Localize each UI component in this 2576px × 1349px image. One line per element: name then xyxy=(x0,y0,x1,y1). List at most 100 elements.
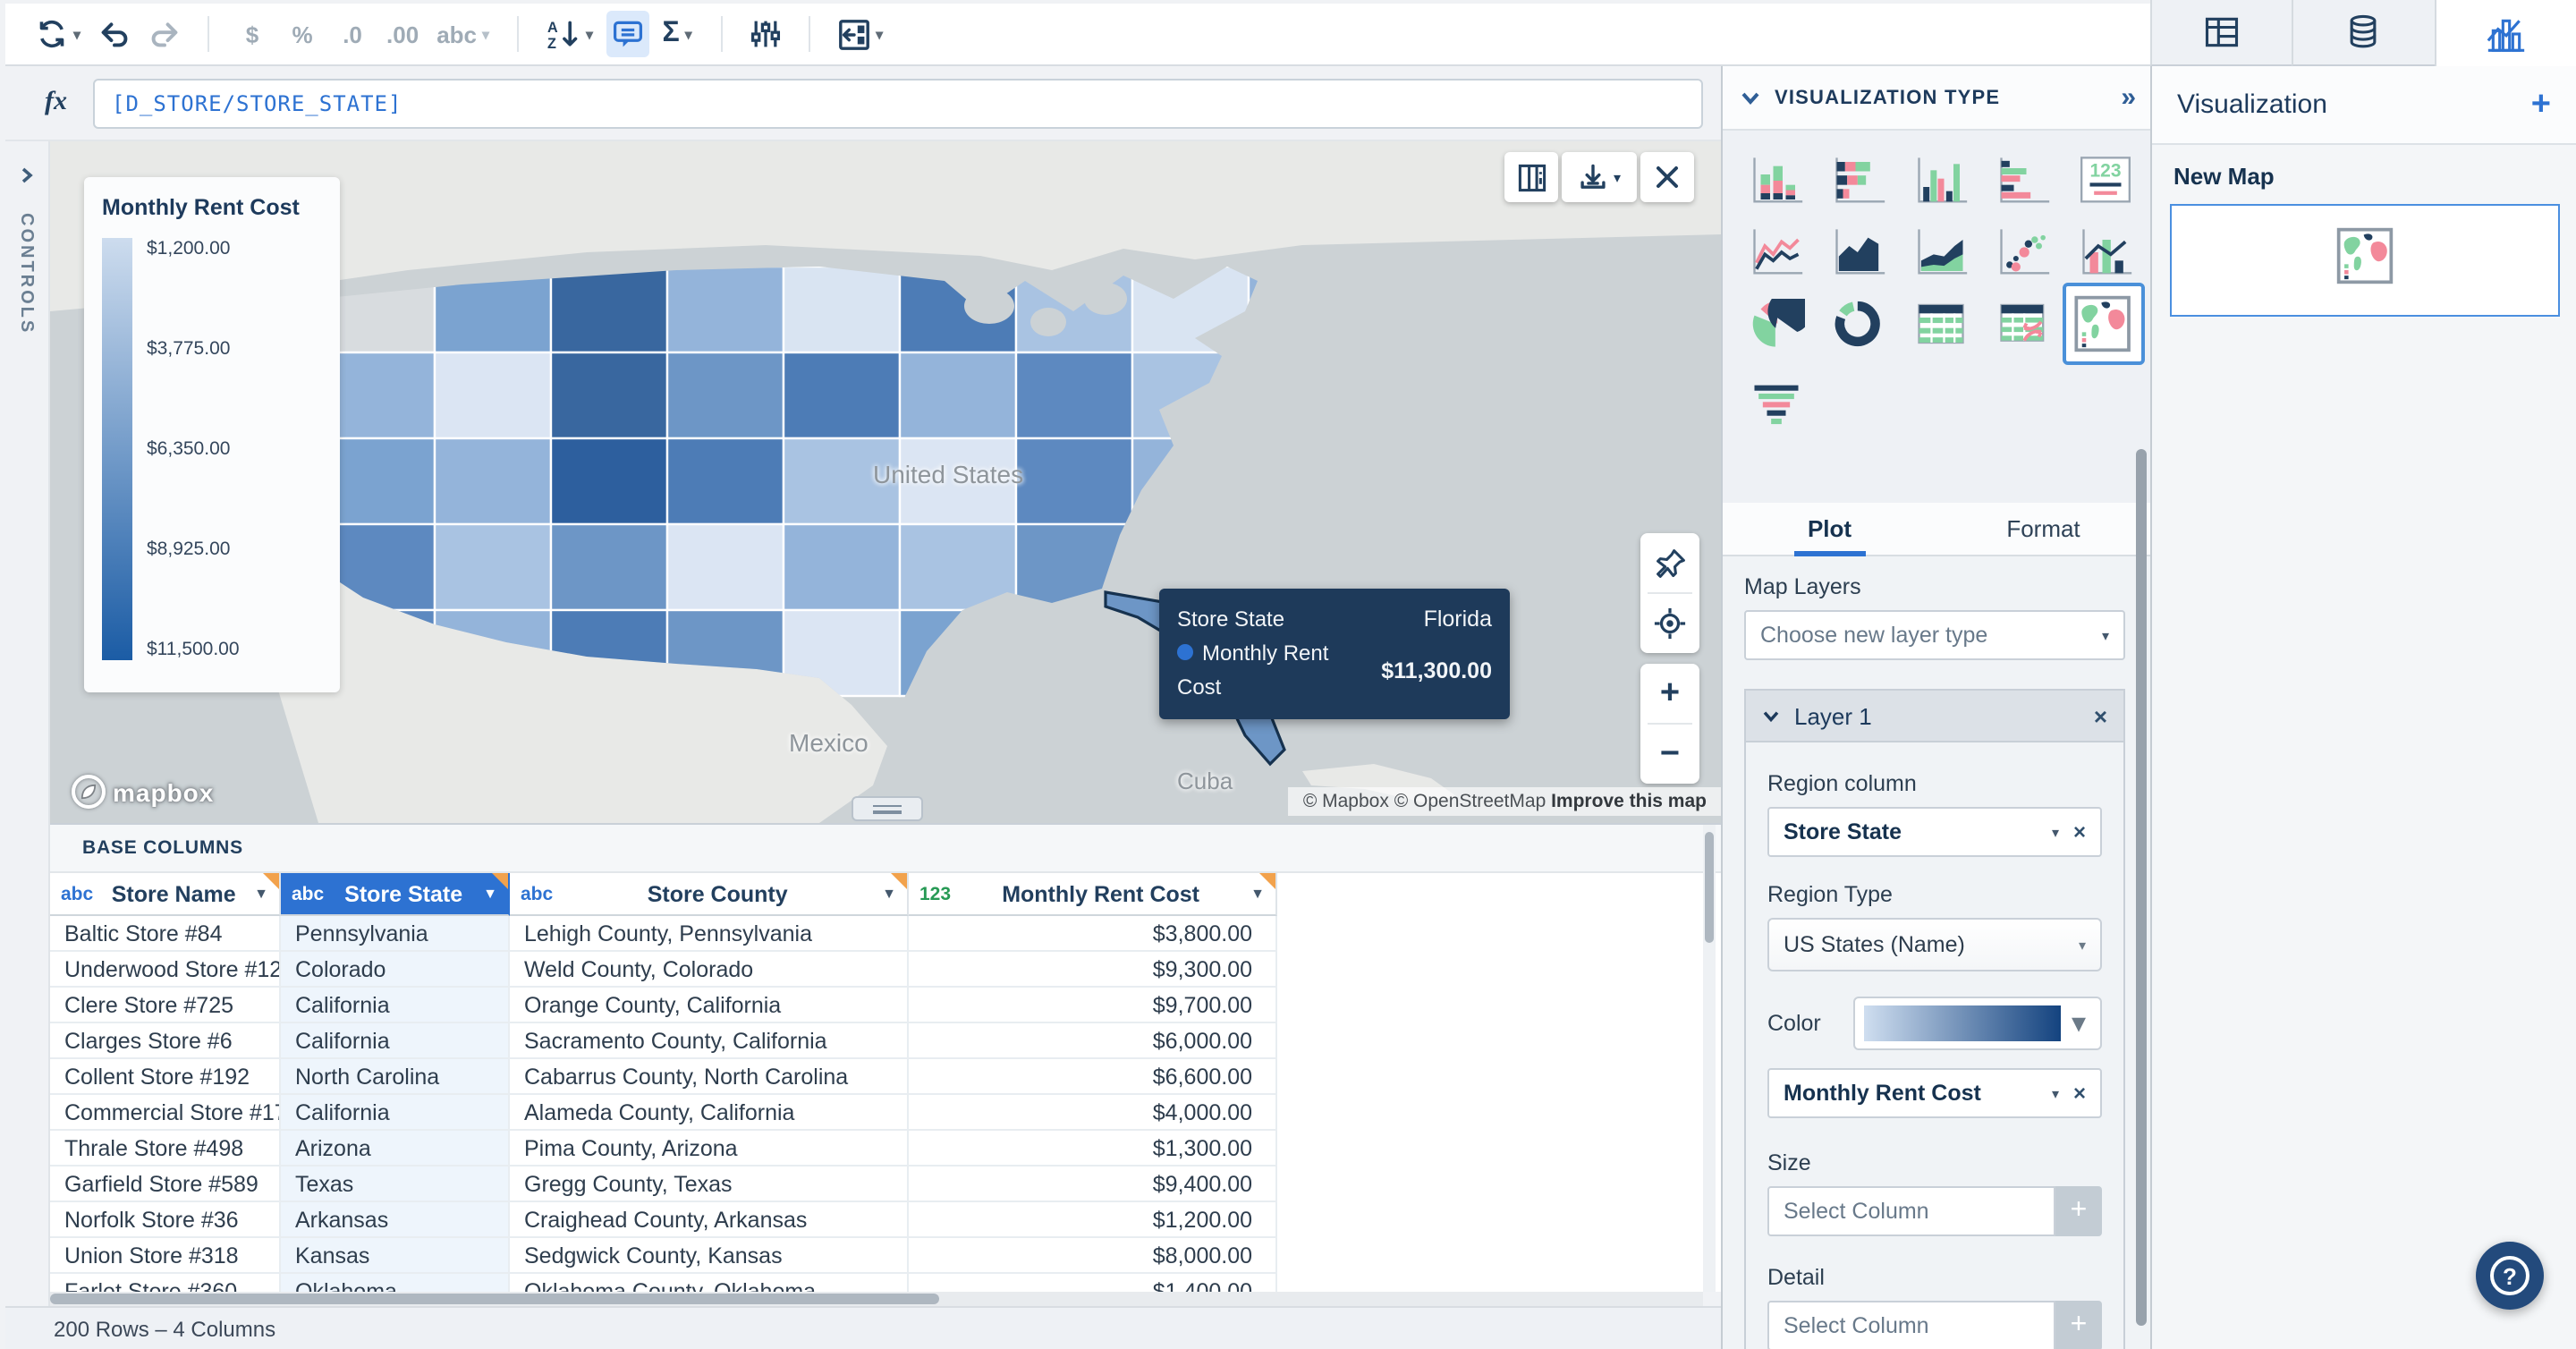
table-row[interactable]: Union Store #318 Kansas Sedgwick County, K… xyxy=(50,1238,1721,1274)
state-region[interactable] xyxy=(549,267,669,354)
refresh-button[interactable]: ▾ xyxy=(30,11,86,57)
table-cell[interactable]: $6,600.00 xyxy=(909,1059,1277,1095)
currency-format-button[interactable]: $ xyxy=(245,21,259,47)
state-region[interactable] xyxy=(549,522,669,612)
table-row[interactable]: Clarges Store #6 California Sacramento Cou… xyxy=(50,1023,1721,1059)
map-close-button[interactable] xyxy=(1640,152,1694,202)
add-detail-column-button[interactable]: + xyxy=(2055,1301,2102,1349)
state-region[interactable] xyxy=(782,522,902,612)
new-layer-select[interactable]: Choose new layer type ▾ xyxy=(1744,610,2125,660)
column-menu-icon[interactable]: ▼ xyxy=(882,886,896,902)
table-cell[interactable]: Colorado xyxy=(281,952,510,988)
viz-type-column-stacked-icon[interactable] xyxy=(1741,148,1812,213)
zoom-out-button[interactable]: − xyxy=(1640,725,1699,784)
map-canvas[interactable]: United States Mexico Cuba Monthly Rent C… xyxy=(50,141,1721,823)
color-column-select[interactable]: Monthly Rent Cost ▾ × xyxy=(1767,1068,2102,1118)
table-cell[interactable]: Commercial Store #178 xyxy=(50,1095,281,1131)
table-cell[interactable]: $4,000.00 xyxy=(909,1095,1277,1131)
table-cell[interactable]: Alameda County, California xyxy=(510,1095,909,1131)
detail-column-select[interactable]: Select Column xyxy=(1767,1301,2055,1349)
viz-type-area-stacked-icon[interactable] xyxy=(1905,220,1977,284)
table-cell[interactable]: $8,000.00 xyxy=(909,1238,1277,1274)
table-row[interactable]: Underwood Store #122 Colorado Weld County,… xyxy=(50,952,1721,988)
table-row[interactable]: Commercial Store #178 California Alameda C… xyxy=(50,1095,1721,1131)
controls-rail[interactable]: CONTROLS xyxy=(5,141,50,1349)
state-region[interactable] xyxy=(1014,437,1134,526)
table-cell[interactable]: $9,700.00 xyxy=(909,988,1277,1023)
table-cell[interactable]: Norfolk Store #36 xyxy=(50,1202,281,1238)
state-region[interactable] xyxy=(665,267,785,354)
add-visualization-button[interactable]: + xyxy=(2530,85,2551,123)
clear-color-column-icon[interactable]: × xyxy=(2072,1081,2086,1106)
percent-format-button[interactable]: % xyxy=(292,21,313,47)
table-cell[interactable]: Clere Store #725 xyxy=(50,988,281,1023)
state-region[interactable] xyxy=(433,522,553,612)
tab-plot[interactable]: Plot xyxy=(1723,503,1936,555)
viz-type-area-icon[interactable] xyxy=(1823,220,1894,284)
layer-1-header[interactable]: Layer 1 × xyxy=(1744,689,2125,742)
table-row[interactable]: Norfolk Store #36 Arkansas Craighead Count… xyxy=(50,1202,1721,1238)
table-cell[interactable]: $1,400.00 xyxy=(909,1274,1277,1292)
text-format-button[interactable]: abc ▾ xyxy=(431,11,495,57)
column-menu-icon[interactable]: ▼ xyxy=(483,886,497,902)
table-cell[interactable]: Garfield Store #589 xyxy=(50,1167,281,1202)
table-horizontal-scrollbar[interactable] xyxy=(50,1292,1703,1306)
viz-type-number-icon[interactable]: 123 xyxy=(2070,148,2141,213)
remove-layer-icon[interactable]: × xyxy=(2093,702,2107,729)
table-cell[interactable]: Pennsylvania xyxy=(281,916,510,952)
color-scale-select[interactable]: ▾ xyxy=(1853,997,2102,1050)
viz-type-pivot-icon[interactable] xyxy=(1987,292,2059,356)
collapse-panel-icon[interactable]: » xyxy=(2121,82,2136,113)
state-region[interactable] xyxy=(665,351,785,440)
region-column-select[interactable]: Store State ▾ × xyxy=(1767,807,2102,857)
viz-type-bar-grouped-icon[interactable] xyxy=(1987,148,2059,213)
table-cell[interactable]: Baltic Store #84 xyxy=(50,916,281,952)
state-region[interactable] xyxy=(665,522,785,612)
osm-attribution-link[interactable]: © OpenStreetMap xyxy=(1394,791,1546,812)
table-cell[interactable]: Farlet Store #360 xyxy=(50,1274,281,1292)
visualization-type-header[interactable]: VISUALIZATION TYPE » xyxy=(1723,66,2150,131)
expand-controls-icon[interactable] xyxy=(18,166,36,184)
undo-button[interactable] xyxy=(93,11,136,57)
table-cell[interactable]: Clarges Store #6 xyxy=(50,1023,281,1059)
locate-button[interactable] xyxy=(1640,594,1699,653)
table-cell[interactable]: Weld County, Colorado xyxy=(510,952,909,988)
state-region[interactable] xyxy=(433,437,553,526)
table-cell[interactable]: $9,400.00 xyxy=(909,1167,1277,1202)
column-header-store-county[interactable]: abc Store County ▼ xyxy=(510,873,909,916)
viz-type-donut-icon[interactable] xyxy=(1823,292,1894,356)
map-resize-handle[interactable] xyxy=(852,796,923,821)
table-row[interactable]: Collent Store #192 North Carolina Cabarrus… xyxy=(50,1059,1721,1095)
state-region[interactable] xyxy=(782,351,902,440)
table-cell[interactable]: Oklahoma County, Oklahoma xyxy=(510,1274,909,1292)
table-vertical-scrollbar[interactable] xyxy=(1703,825,1716,1292)
formula-input[interactable]: [D_STORE/STORE_STATE] xyxy=(92,78,1703,128)
viz-type-pie-icon[interactable] xyxy=(1741,292,1812,356)
column-header-store-name[interactable]: abc Store Name ▼ xyxy=(50,873,281,916)
column-header-monthly-rent-cost[interactable]: 123 Monthly Rent Cost ▼ xyxy=(909,873,1277,916)
state-region[interactable] xyxy=(549,437,669,526)
table-cell[interactable]: Lehigh County, Pennsylvania xyxy=(510,916,909,952)
table-row[interactable]: Thrale Store #498 Arizona Pima County, Ari… xyxy=(50,1131,1721,1167)
table-cell[interactable]: Gregg County, Texas xyxy=(510,1167,909,1202)
table-cell[interactable]: California xyxy=(281,1023,510,1059)
increase-decimal-button[interactable]: .00 xyxy=(386,21,419,47)
viz-type-line-icon[interactable] xyxy=(1741,220,1812,284)
state-region[interactable] xyxy=(665,437,785,526)
tab-visualization-view[interactable] xyxy=(2434,0,2576,66)
table-cell[interactable]: California xyxy=(281,988,510,1023)
layout-panel-button[interactable]: ▾ xyxy=(831,11,888,57)
table-cell[interactable]: Arkansas xyxy=(281,1202,510,1238)
table-cell[interactable]: $3,800.00 xyxy=(909,916,1277,952)
size-column-select[interactable]: Select Column xyxy=(1767,1186,2055,1236)
state-region[interactable] xyxy=(782,437,902,526)
table-cell[interactable]: Collent Store #192 xyxy=(50,1059,281,1095)
table-cell[interactable]: Cabarrus County, North Carolina xyxy=(510,1059,909,1095)
redo-button[interactable] xyxy=(143,11,186,57)
scrollbar-thumb[interactable] xyxy=(2136,449,2147,1326)
tab-format[interactable]: Format xyxy=(2006,515,2080,542)
viz-type-table-icon[interactable] xyxy=(1905,292,1977,356)
table-cell[interactable]: North Carolina xyxy=(281,1059,510,1095)
table-cell[interactable]: Thrale Store #498 xyxy=(50,1131,281,1167)
table-cell[interactable]: Underwood Store #122 xyxy=(50,952,281,988)
